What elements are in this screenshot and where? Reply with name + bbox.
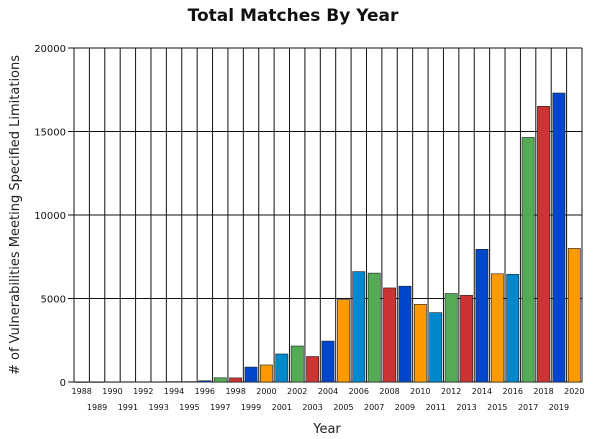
bar [567,248,581,383]
y-axis-ticks: 0 5000 10000 15000 20000 [34,44,66,389]
bar [167,381,181,383]
x-tick-label: 1991 [118,403,138,412]
x-tick-label: 1994 [164,387,184,396]
bar [121,381,135,383]
y-tick-label: 15000 [34,128,66,139]
bar [552,92,566,383]
x-tick-label: 2006 [349,387,369,396]
y-tick-label: 20000 [34,44,66,55]
bar [90,381,104,383]
x-tick-label: 1996 [195,387,215,396]
x-tick-label: 2016 [503,387,523,396]
x-tick-label: 2010 [410,387,430,396]
x-tick-label: 1993 [148,403,168,412]
x-tick-label: 1995 [179,403,199,412]
y-axis-label: # of Vulnerabilities Meeting Specified L… [8,55,23,375]
y-tick-label: 5000 [41,295,66,306]
x-tick-label: 2009 [395,403,415,412]
bar [275,353,289,383]
x-tick-label: 2019 [549,403,569,412]
x-tick-label: 2018 [533,387,553,396]
bar [198,380,212,383]
bar [106,381,119,383]
x-tick-label: 2015 [487,403,507,412]
x-tick-label: 2002 [287,387,307,396]
x-tick-label: 1988 [72,387,92,396]
x-tick-label: 2004 [318,387,338,396]
bar [475,249,489,383]
x-tick-label: 2017 [518,403,538,412]
bar [213,377,227,383]
chart-title: Total Matches By Year [188,6,399,26]
x-tick-label: 2000 [256,387,276,396]
bar [398,285,412,383]
bar [506,274,520,383]
bar [521,137,535,383]
x-tick-label: 1999 [241,403,261,412]
bar [537,105,550,383]
x-tick-label: 2003 [302,403,322,412]
bar [290,345,304,383]
x-tick-label: 2005 [333,403,353,412]
bar [460,295,473,383]
x-tick-label: 2014 [472,387,492,396]
bar [321,340,335,383]
y-tick-label: 0 [60,378,66,389]
x-tick-label: 2008 [379,387,399,396]
bar [183,381,196,383]
bar [152,381,166,383]
bar [229,377,243,383]
bar [490,273,504,383]
bar [444,293,458,383]
x-axis-ticks: 1988 1989 1990 1991 1992 1993 1994 1995 1996 1997… [72,387,585,412]
bar [429,312,443,383]
x-tick-label: 1998 [225,387,245,396]
bar [383,287,396,383]
x-tick-label: 2012 [441,387,461,396]
bar [244,366,258,383]
bar [367,272,381,383]
y-tick-label: 10000 [34,211,66,222]
x-tick-label: 2007 [364,403,384,412]
bar [352,271,366,383]
bar [336,299,350,383]
bar [413,304,427,383]
bar [75,381,89,383]
bar [260,364,273,383]
x-tick-label: 2020 [564,387,584,396]
x-tick-label: 2001 [272,403,292,412]
grid [68,47,583,383]
x-tick-label: 2013 [456,403,476,412]
x-tick-label: 1990 [102,387,122,396]
bar [136,381,150,383]
x-tick-label: 1992 [133,387,153,396]
x-tick-label: 1997 [210,403,230,412]
x-axis-label: Year [312,422,341,437]
bars [75,92,581,383]
x-tick-label: 1989 [87,403,107,412]
x-tick-label: 2011 [426,403,446,412]
bar [306,356,320,383]
